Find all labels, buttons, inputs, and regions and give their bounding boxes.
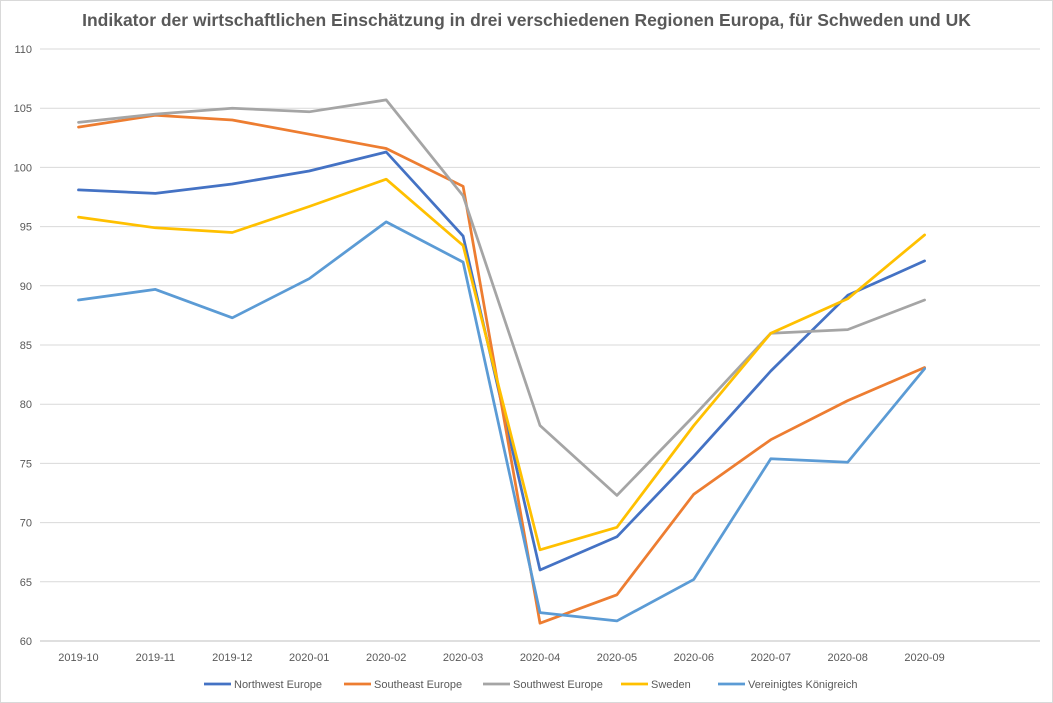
y-tick-label: 90: [20, 281, 32, 293]
series-line: [77, 177, 926, 552]
x-tick-label: 2020-05: [597, 652, 637, 664]
chart-title: Indikator der wirtschaftlichen Einschätz…: [82, 10, 971, 30]
gridlines: [40, 48, 1040, 642]
x-tick-label: 2019-12: [212, 652, 252, 664]
x-tick-label: 2019-11: [136, 652, 176, 664]
x-tick-label: 2020-02: [366, 652, 406, 664]
legend-label: Northwest Europe: [234, 679, 322, 691]
y-tick-label: 85: [20, 340, 32, 352]
y-axis-ticks: 60 65 70 75 80 85 90 95 100 105 110: [14, 44, 32, 648]
y-tick-label: 110: [14, 44, 32, 56]
series-lines: [77, 98, 926, 625]
y-tick-label: 60: [20, 636, 32, 648]
x-tick-label: 2020-04: [520, 652, 560, 664]
y-tick-label: 75: [20, 458, 32, 470]
x-tick-label: 2020-09: [904, 652, 944, 664]
x-tick-label: 2020-01: [289, 652, 329, 664]
y-tick-label: 95: [20, 222, 32, 234]
x-tick-label: 2019-10: [58, 652, 98, 664]
series-line: [77, 113, 926, 625]
x-tick-label: 2020-08: [828, 652, 868, 664]
y-tick-label: 70: [20, 518, 32, 530]
y-tick-label: 100: [14, 162, 32, 174]
series-line: [77, 150, 926, 572]
legend-label: Southwest Europe: [513, 679, 603, 691]
series-line: [77, 98, 926, 497]
y-tick-label: 105: [14, 103, 32, 115]
x-axis-ticks: 2019-10 2019-11 2019-12 2020-01 2020-02 2020-…: [58, 652, 945, 664]
x-tick-label: 2020-06: [674, 652, 714, 664]
y-tick-label: 80: [20, 399, 32, 411]
legend-label: Southeast Europe: [374, 679, 462, 691]
x-tick-label: 2020-07: [751, 652, 791, 664]
x-tick-label: 2020-03: [443, 652, 483, 664]
series-line: [77, 220, 926, 623]
legend: Northwest Europe Southeast Europe Southwes…: [204, 679, 857, 691]
y-tick-label: 65: [20, 577, 32, 589]
legend-label: Sweden: [651, 679, 691, 691]
legend-label: Vereinigtes Königreich: [748, 679, 857, 691]
